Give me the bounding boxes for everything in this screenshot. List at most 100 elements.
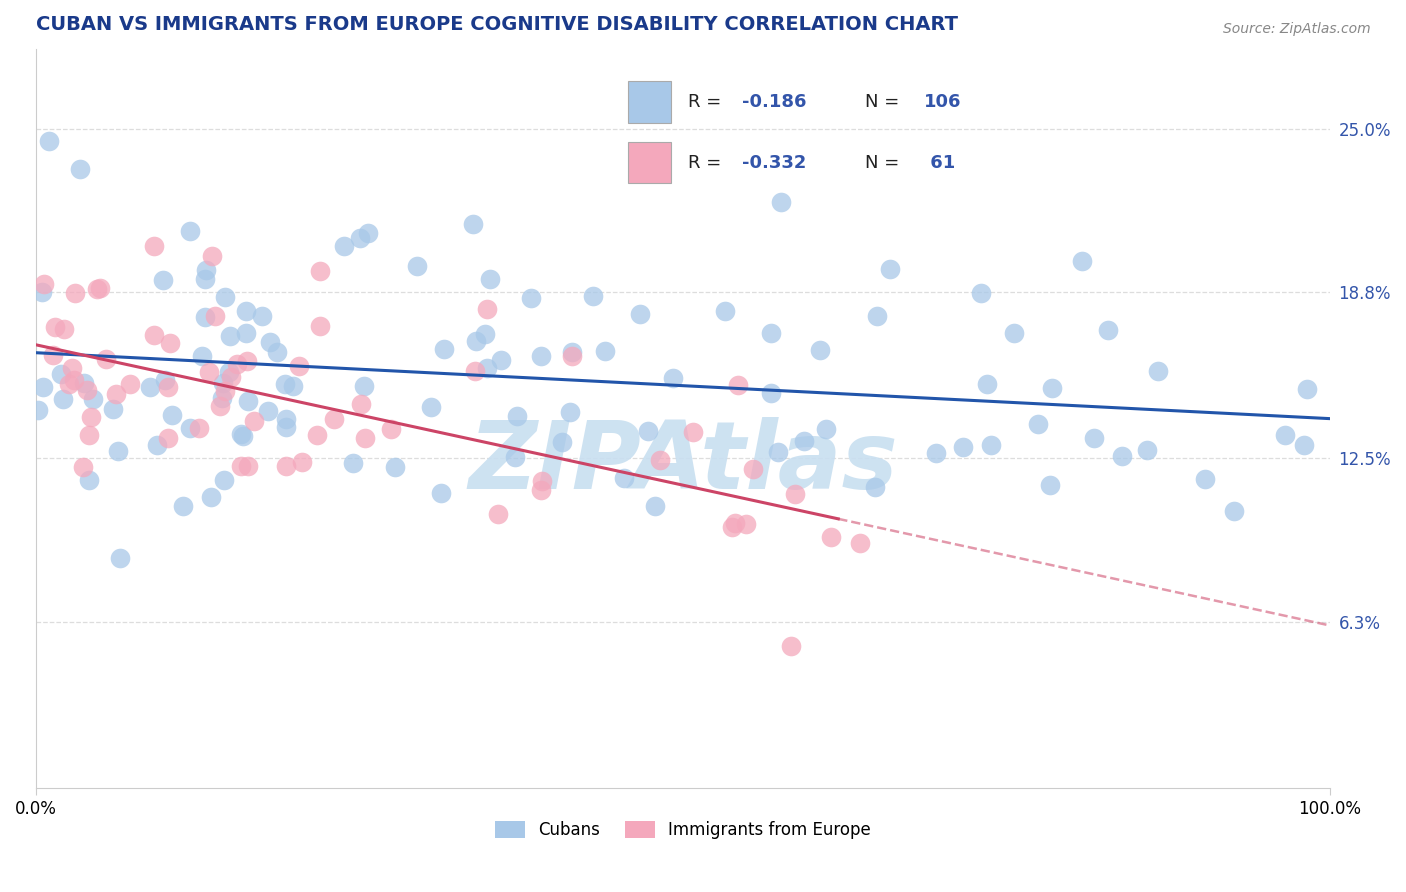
Text: 61: 61 bbox=[924, 153, 955, 171]
Point bbox=[406, 259, 429, 273]
Point bbox=[69, 161, 91, 176]
Point bbox=[433, 343, 456, 357]
Point bbox=[742, 461, 765, 475]
Point bbox=[156, 380, 179, 394]
Point bbox=[76, 384, 98, 398]
Point bbox=[52, 392, 75, 407]
Point bbox=[1039, 478, 1062, 492]
Point bbox=[235, 326, 257, 340]
Point bbox=[219, 369, 242, 384]
Point bbox=[79, 428, 101, 442]
Point bbox=[194, 272, 217, 286]
Point bbox=[120, 377, 142, 392]
Point bbox=[107, 444, 129, 458]
Point bbox=[1111, 449, 1133, 463]
Point bbox=[1296, 382, 1319, 396]
Point bbox=[72, 376, 94, 390]
Text: 106: 106 bbox=[924, 93, 962, 111]
Point bbox=[1040, 381, 1063, 395]
Point bbox=[384, 460, 406, 475]
Point bbox=[582, 289, 605, 303]
Point bbox=[42, 348, 65, 362]
Point bbox=[561, 344, 583, 359]
Point bbox=[420, 400, 443, 414]
Point bbox=[475, 361, 498, 376]
Point bbox=[342, 456, 364, 470]
Point bbox=[266, 345, 288, 359]
Point bbox=[350, 397, 373, 411]
Point bbox=[952, 440, 974, 454]
Point bbox=[291, 455, 314, 469]
Point bbox=[63, 286, 86, 301]
Point bbox=[551, 435, 574, 450]
Point bbox=[924, 446, 946, 460]
Point bbox=[865, 310, 887, 324]
Point bbox=[235, 354, 257, 368]
Point bbox=[1136, 443, 1159, 458]
Point bbox=[531, 474, 554, 488]
Point bbox=[32, 277, 55, 291]
Point bbox=[430, 486, 453, 500]
Point bbox=[155, 373, 177, 387]
Point bbox=[188, 421, 211, 435]
FancyBboxPatch shape bbox=[628, 81, 671, 122]
Point bbox=[27, 403, 49, 417]
Point bbox=[179, 224, 201, 238]
Point bbox=[734, 516, 756, 531]
Point bbox=[759, 326, 782, 340]
Point bbox=[104, 386, 127, 401]
Point bbox=[380, 421, 402, 435]
Point bbox=[243, 413, 266, 427]
Point bbox=[288, 359, 311, 373]
Point bbox=[1002, 326, 1025, 341]
Point bbox=[31, 285, 53, 299]
Point bbox=[204, 309, 226, 323]
Point bbox=[628, 307, 651, 321]
Point bbox=[201, 249, 224, 263]
Point bbox=[274, 376, 297, 391]
Point bbox=[44, 319, 66, 334]
Point bbox=[879, 262, 901, 277]
Point bbox=[160, 408, 183, 422]
Point bbox=[80, 409, 103, 424]
Text: -0.186: -0.186 bbox=[742, 93, 807, 111]
Point bbox=[323, 411, 346, 425]
Point bbox=[58, 376, 80, 391]
Point bbox=[274, 459, 297, 474]
Point bbox=[465, 334, 488, 349]
Point bbox=[235, 304, 257, 318]
Point bbox=[229, 458, 252, 473]
Point bbox=[1194, 472, 1216, 486]
Point bbox=[214, 473, 236, 487]
Point bbox=[814, 423, 837, 437]
Text: R =: R = bbox=[688, 93, 727, 111]
Point bbox=[648, 453, 671, 467]
Point bbox=[259, 334, 281, 349]
Point bbox=[38, 135, 60, 149]
Point bbox=[232, 429, 254, 443]
Point bbox=[157, 431, 180, 445]
Point bbox=[283, 379, 305, 393]
Point bbox=[218, 328, 240, 343]
Text: N =: N = bbox=[865, 93, 904, 111]
Point bbox=[212, 376, 235, 390]
Point bbox=[179, 421, 201, 435]
Point bbox=[530, 483, 553, 497]
Point bbox=[970, 286, 993, 301]
Point bbox=[1026, 417, 1049, 432]
Point bbox=[780, 639, 803, 653]
Point bbox=[820, 530, 842, 544]
Text: -0.332: -0.332 bbox=[742, 153, 807, 171]
Point bbox=[89, 281, 111, 295]
Point bbox=[159, 335, 181, 350]
Point bbox=[766, 445, 789, 459]
Point bbox=[211, 391, 233, 405]
Point bbox=[461, 217, 484, 231]
Point bbox=[53, 322, 76, 336]
Point bbox=[143, 327, 166, 342]
Point bbox=[63, 373, 86, 387]
Point bbox=[723, 516, 745, 531]
Point bbox=[103, 401, 125, 416]
Point bbox=[1222, 504, 1244, 518]
Point bbox=[644, 499, 666, 513]
